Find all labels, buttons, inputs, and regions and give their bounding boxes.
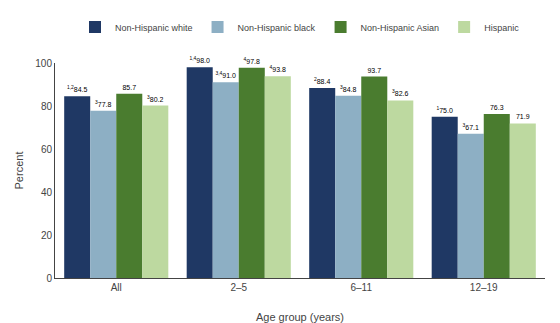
svg-text:​4​93.8: ​4​93.8 (270, 65, 286, 73)
svg-text:​1,2​84.5: ​1,2​84.5 (67, 85, 88, 93)
svg-text:0: 0 (46, 273, 52, 284)
svg-text:100: 100 (35, 58, 52, 69)
svg-text:2–5: 2–5 (230, 282, 247, 293)
svg-text:20: 20 (41, 230, 53, 241)
svg-text:71.9: 71.9 (516, 113, 530, 120)
svg-text:Non-Hispanic black: Non-Hispanic black (238, 23, 316, 33)
svg-text:​4​97.8: ​4​97.8 (244, 57, 260, 65)
svg-text:Percent: Percent (13, 152, 25, 190)
svg-text:All: All (111, 282, 122, 293)
svg-text:Age group (years): Age group (years) (256, 311, 344, 323)
svg-text:6–11: 6–11 (350, 282, 372, 293)
svg-text:​1​75.0: ​1​75.0 (436, 106, 452, 114)
svg-text:93.7: 93.7 (367, 67, 381, 74)
svg-text:Non-Hispanic white: Non-Hispanic white (115, 23, 193, 33)
svg-text:85.7: 85.7 (122, 84, 136, 91)
svg-text:​2​88.4: ​2​88.4 (314, 77, 330, 85)
svg-text:​3​82.6: ​3​82.6 (392, 89, 408, 97)
svg-text:​3,4​91.0: ​3,4​91.0 (215, 71, 236, 79)
svg-text:​3​84.8: ​3​84.8 (340, 85, 356, 93)
svg-text:40: 40 (41, 187, 53, 198)
svg-text:Non-Hispanic Asian: Non-Hispanic Asian (361, 23, 440, 33)
svg-text:Hispanic: Hispanic (484, 23, 519, 33)
svg-text:60: 60 (41, 144, 53, 155)
svg-text:​1,4​98.0: ​1,4​98.0 (189, 56, 210, 64)
svg-text:12–19: 12–19 (470, 282, 498, 293)
svg-text:​3​67.1: ​3​67.1 (463, 123, 479, 131)
svg-text:80: 80 (41, 101, 53, 112)
svg-text:76.3: 76.3 (490, 104, 504, 111)
svg-text:​3​80.2: ​3​80.2 (147, 95, 163, 103)
svg-text:​3​77.8: ​3​77.8 (95, 100, 111, 108)
